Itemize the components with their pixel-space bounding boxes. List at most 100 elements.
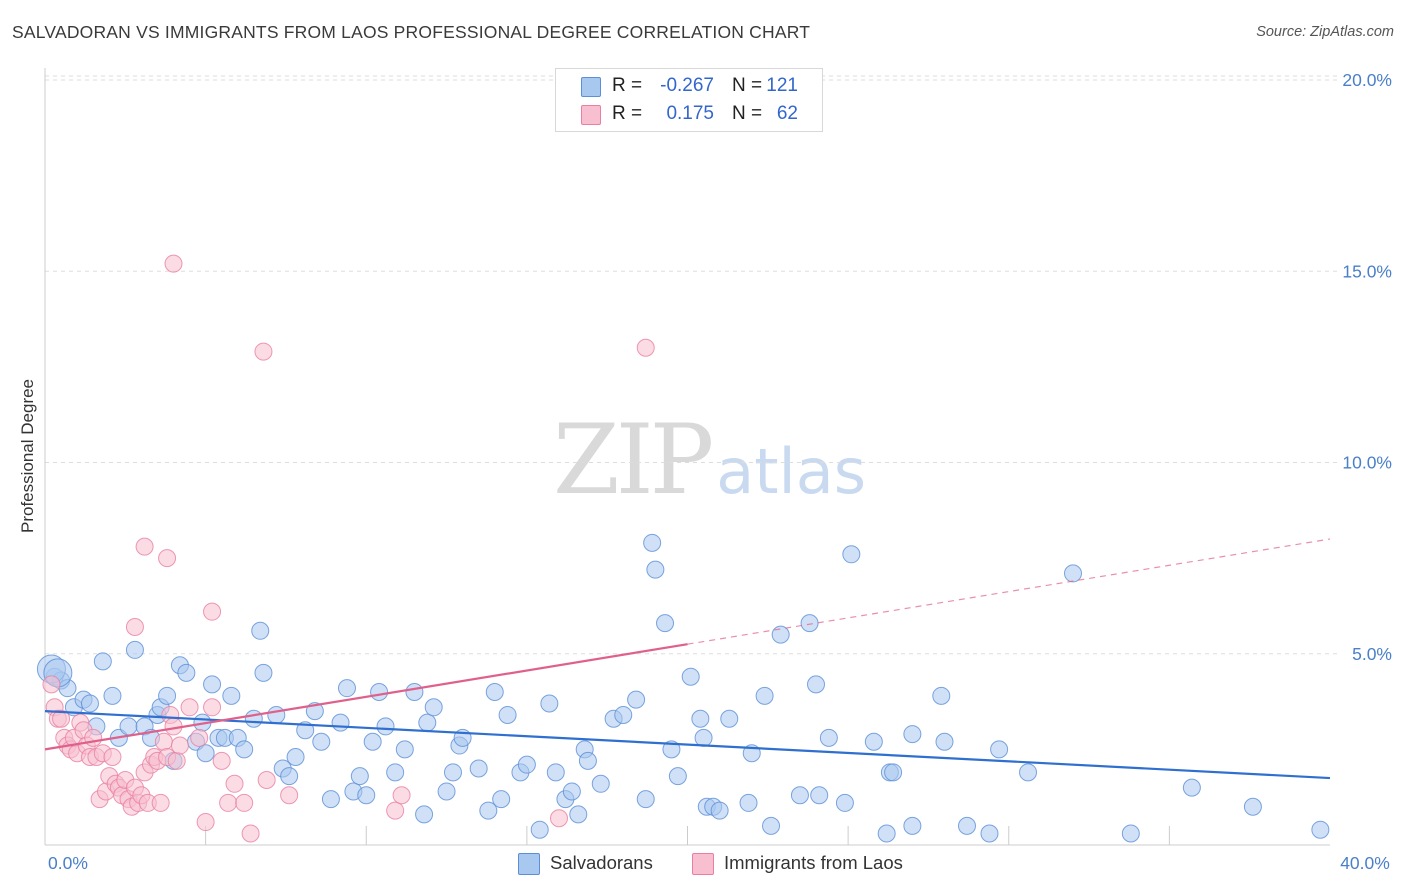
laos-point [241, 824, 260, 843]
x-tick-label-min: 0.0% [48, 853, 88, 873]
chart-title: SALVADORAN VS IMMIGRANTS FROM LAOS PROFE… [12, 22, 811, 42]
legend-swatch-blue [581, 77, 601, 97]
salvadoran-point [177, 663, 196, 682]
salvadoran-point [835, 793, 854, 812]
salvadoran-point [694, 728, 713, 747]
laos-point [386, 801, 405, 820]
salvadoran-point [492, 790, 511, 809]
salvadoran-point [280, 767, 299, 786]
salvadoran-point [755, 686, 774, 705]
laos-point [170, 736, 189, 755]
legend-n-label: N = [732, 75, 763, 96]
stats-legend-row-salvadorans: R = -0.267 N = 121 [556, 73, 822, 101]
salvadoran-point [479, 801, 498, 820]
y-tick-label: 20.0% [1342, 70, 1392, 90]
salvadoran-point [437, 782, 456, 801]
salvadoran-point [578, 751, 597, 770]
salvadoran-point [424, 698, 443, 717]
legend-n-value: 62 [776, 103, 798, 124]
laos-point [103, 748, 122, 767]
laos-point [158, 549, 177, 568]
salvadoran-point [884, 763, 903, 782]
salvadoran-point [656, 614, 675, 633]
salvadoran-point [627, 690, 646, 709]
salvadoran-point [1064, 564, 1082, 583]
x-tick-label-max: 40.0% [1340, 853, 1390, 873]
salvadoran-point [771, 625, 790, 644]
salvadoran-point [877, 824, 896, 843]
legend-label-laos: Immigrants from Laos [724, 852, 903, 873]
salvadoran-point [739, 793, 758, 812]
laos-point [254, 342, 273, 361]
salvadoran-point [691, 709, 710, 728]
salvadoran-point [681, 667, 700, 686]
salvadoran-point [357, 786, 376, 805]
watermark-zip: ZIP [553, 404, 714, 516]
salvadoran-point [469, 759, 488, 778]
salvadoran-point [636, 790, 655, 809]
salvadoran-point [720, 709, 739, 728]
legend-label-salvadorans: Salvadorans [550, 852, 653, 873]
salvadoran-point [254, 663, 273, 682]
laos-trendline-extension [687, 538, 1331, 645]
watermark-atlas: atlas [716, 435, 867, 508]
legend-r-label: R = [612, 75, 643, 96]
stats-legend-row-laos: R = 0.175 N = 62 [556, 101, 822, 129]
salvadoran-point [267, 705, 286, 724]
legend-swatch-pink [581, 105, 601, 125]
legend-r-label: R = [612, 103, 643, 124]
salvadoran-point [807, 675, 825, 694]
salvadoran-point [286, 748, 305, 767]
laos-point [196, 813, 215, 832]
watermark: ZIPatlas [553, 404, 866, 516]
salvadoran-point [668, 767, 687, 786]
legend-n-label: N = [732, 103, 763, 124]
laos-point [164, 254, 183, 273]
stats-legend: R = -0.267 N = 121 R = 0.175 N = 62 [555, 68, 823, 132]
salvadoran-point [376, 717, 395, 736]
salvadoran-point [405, 683, 424, 701]
salvadoran-point [903, 725, 922, 744]
laos-point [52, 709, 71, 728]
salvadoran-point [370, 683, 389, 701]
laos-point [235, 793, 254, 812]
salvadoran-point [710, 801, 729, 820]
salvadoran-point [662, 740, 681, 759]
salvadoran-point [1243, 797, 1262, 816]
salvadoran-point [562, 782, 581, 801]
salvadoran-point [517, 755, 536, 774]
salvadoran-point [222, 686, 241, 705]
y-tick-label: 15.0% [1342, 261, 1392, 281]
salvadoran-point [935, 732, 954, 751]
salvadoran-point [957, 816, 976, 835]
laos-point [42, 675, 61, 694]
salvadoran-point [990, 740, 1009, 759]
laos-point [225, 774, 244, 793]
salvadoran-point [1182, 778, 1201, 797]
legend-swatch-pink [692, 853, 714, 875]
salvadoran-point [540, 694, 559, 713]
salvadoran-trendline [44, 710, 1331, 780]
salvadoran-point [350, 767, 369, 786]
salvadoran-point [498, 705, 517, 724]
salvadoran-point [569, 805, 588, 824]
salvadoran-point [337, 679, 356, 698]
laos-point [84, 728, 103, 747]
salvadoran-point [196, 744, 215, 763]
salvadoran-point [1121, 824, 1140, 843]
laos-point [257, 770, 276, 789]
laos-point [392, 786, 411, 805]
salvadoran-point [903, 816, 922, 835]
legend-r-value: -0.267 [660, 75, 714, 96]
salvadoran-point [386, 763, 405, 782]
salvadoran-point [395, 740, 414, 759]
legend-r-value: 0.175 [666, 103, 714, 124]
salvadoran-point [810, 786, 829, 805]
salvadoran-point [790, 786, 809, 805]
salvadoran-point [158, 686, 177, 705]
salvadoran-point [864, 732, 883, 751]
salvadoran-point [762, 816, 781, 835]
laos-point [212, 751, 231, 770]
salvadoran-point [485, 683, 504, 701]
